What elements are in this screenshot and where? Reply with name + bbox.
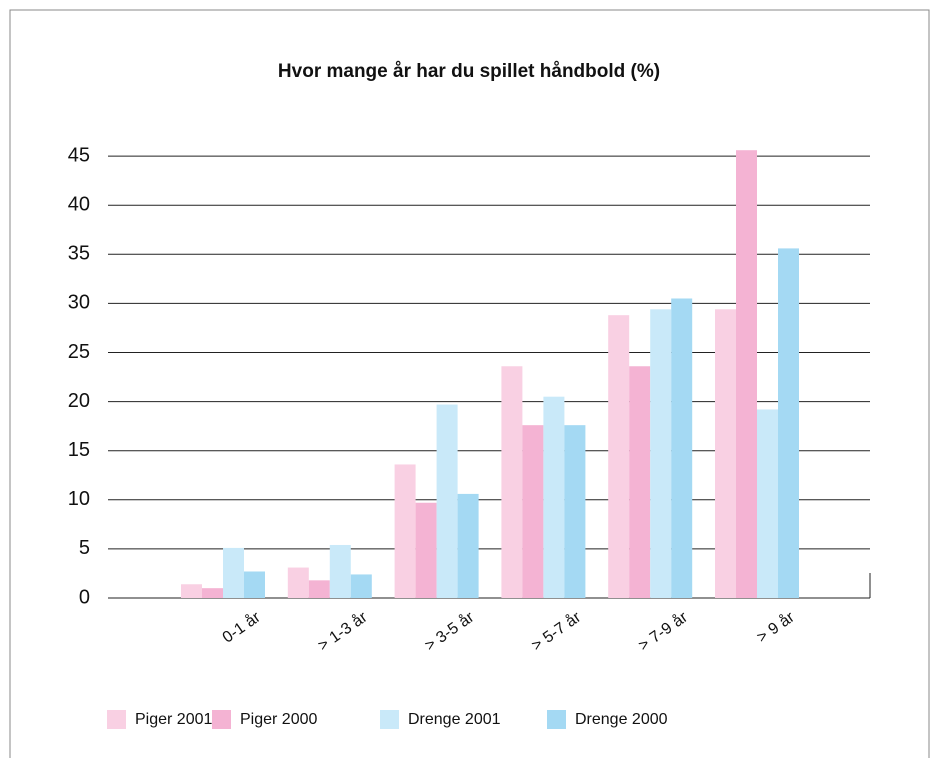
bar: [415, 502, 437, 598]
bar: [436, 404, 458, 598]
legend-swatch: [107, 710, 126, 729]
bar: [736, 150, 757, 598]
bar: [564, 425, 586, 598]
y-tick-label: 35: [68, 243, 90, 265]
bar: [287, 567, 309, 598]
y-tick-label: 30: [68, 292, 90, 314]
legend-label: Drenge 2000: [575, 711, 668, 728]
legend-label: Piger 2001: [135, 711, 212, 728]
bar: [181, 584, 202, 598]
frame: [9, 9, 930, 758]
legend-label: Piger 2000: [240, 711, 317, 728]
bar: [202, 588, 223, 598]
bar: [757, 409, 778, 598]
x-tick-label: > 7-9 år: [635, 608, 691, 655]
x-tick-label: > 9 år: [754, 608, 799, 647]
y-tick-label: 5: [79, 537, 90, 559]
bar: [223, 547, 244, 598]
x-tick-label: 0-1 år: [219, 608, 264, 647]
bar: [457, 493, 479, 598]
y-tick-label: 20: [68, 390, 90, 412]
bar: [650, 309, 672, 598]
legend-label: Drenge 2001: [408, 711, 501, 728]
y-tick-label: 10: [68, 488, 90, 510]
bar: [671, 298, 693, 598]
bar: [244, 571, 265, 598]
x-tick-label: > 1-3 år: [315, 608, 371, 655]
bar: [329, 544, 351, 598]
bar: [394, 464, 416, 598]
y-tick-label: 15: [68, 439, 90, 461]
chart-title: Hvor mange år har du spillet håndbold (%…: [278, 61, 660, 82]
bar: [501, 366, 523, 598]
legend-swatch: [380, 710, 399, 729]
y-tick-label: 0: [79, 586, 90, 608]
y-tick-label: 25: [68, 341, 90, 363]
bar: [308, 580, 330, 598]
bar: [350, 574, 372, 598]
bar: [522, 425, 544, 598]
x-tick-label: > 5-7 år: [528, 608, 584, 655]
bar: [543, 396, 565, 598]
bar: [629, 366, 651, 598]
legend-swatch: [212, 710, 231, 729]
y-tick-label: 45: [68, 144, 90, 166]
bar: [778, 248, 799, 598]
y-tick-label: 40: [68, 193, 90, 215]
bar: [608, 315, 630, 598]
bar: [715, 309, 736, 598]
x-tick-label: > 3-5 år: [421, 608, 477, 655]
legend-swatch: [547, 710, 566, 729]
